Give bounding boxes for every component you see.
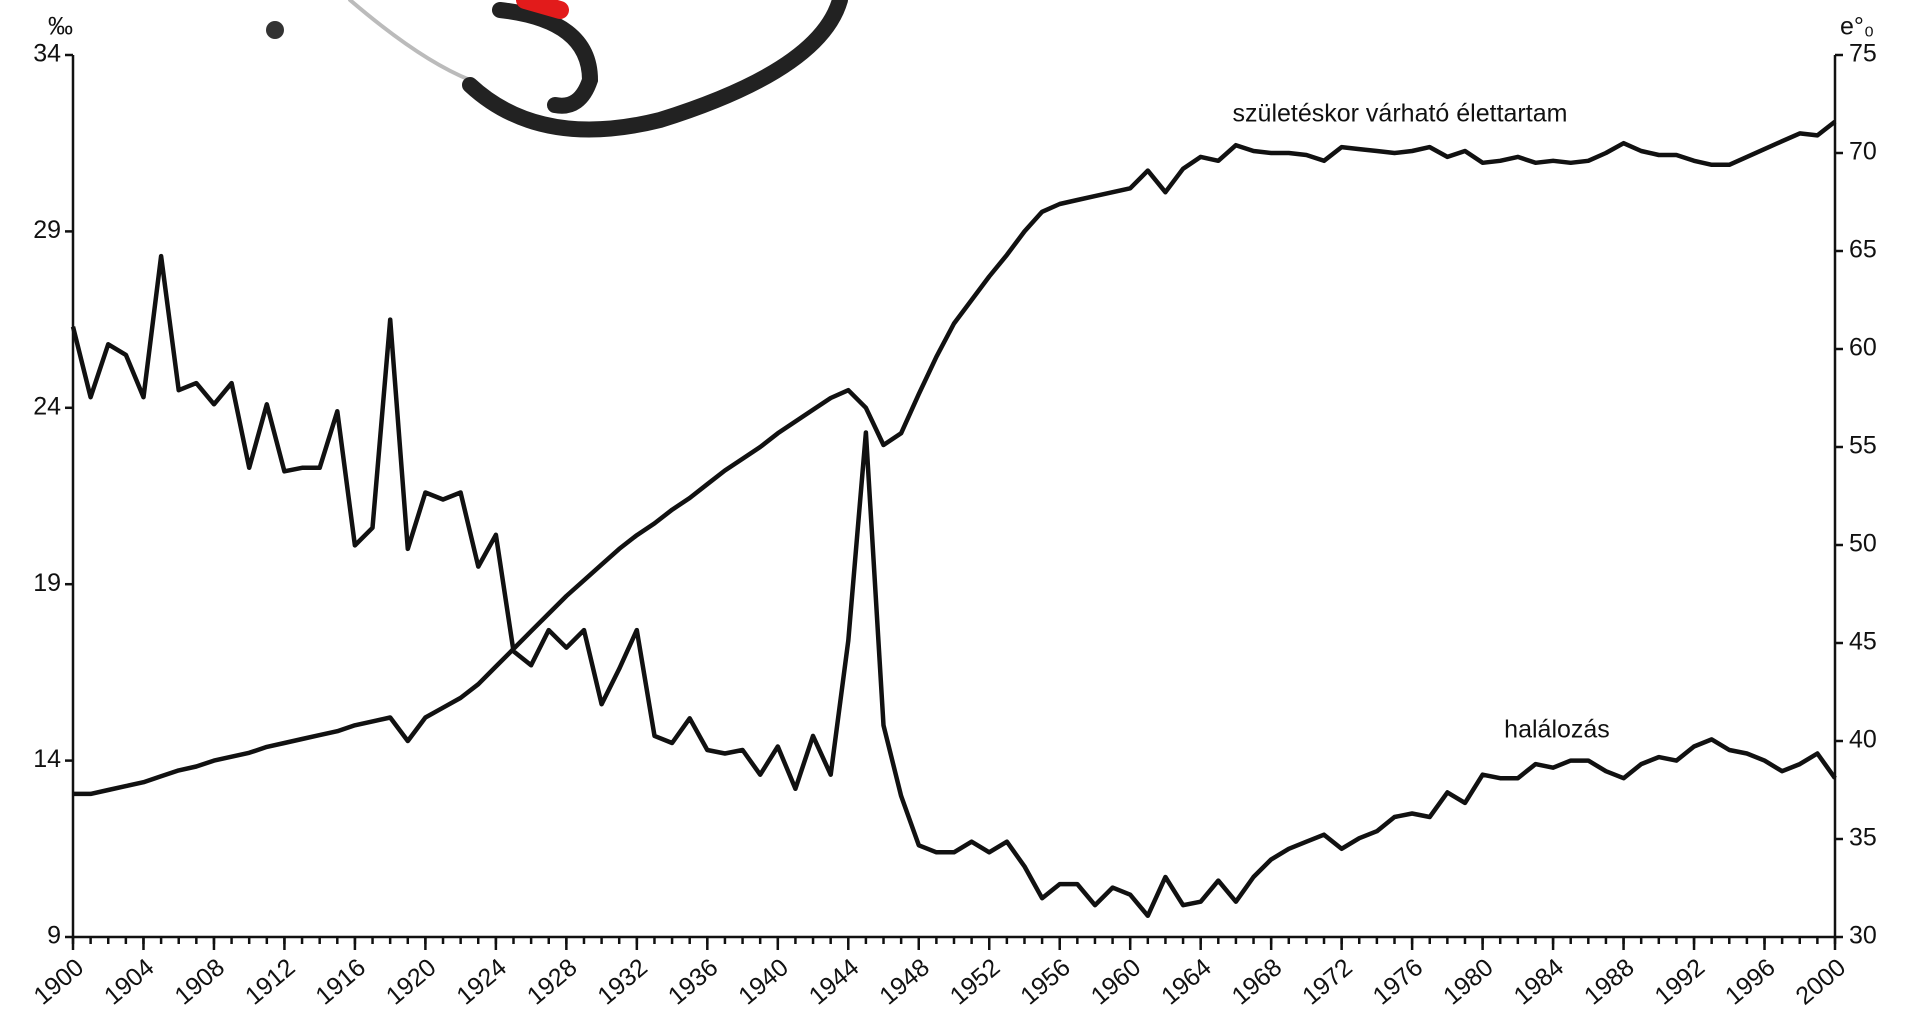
- x-tick-label: 2000: [1790, 953, 1851, 1010]
- y2-tick-label: 60: [1849, 334, 1877, 362]
- tube-red: [516, 0, 569, 19]
- y-tick-label: 9: [47, 922, 61, 950]
- tube: [492, 2, 599, 114]
- tube: [462, 0, 848, 138]
- tube: [348, 0, 472, 82]
- x-tick-label: 1936: [663, 953, 724, 1010]
- x-tick-label: 1908: [169, 953, 230, 1010]
- x-tick-label: 1940: [733, 953, 794, 1010]
- series-line: [70, 253, 1837, 919]
- y2-tick-label: 55: [1849, 432, 1877, 460]
- x-tick-label: 1964: [1156, 953, 1217, 1010]
- x-tick-label: 1976: [1368, 953, 1429, 1010]
- series-line: [73, 119, 1837, 797]
- x-tick-label: 1916: [310, 953, 371, 1010]
- x-tick-label: 1904: [99, 953, 160, 1010]
- y2-tick-label: 45: [1849, 628, 1877, 656]
- x-tick-label: 1900: [28, 953, 89, 1010]
- y2-tick-label: 50: [1849, 530, 1877, 558]
- y2-tick-label: 65: [1849, 236, 1877, 264]
- y2-tick-label: 40: [1849, 726, 1877, 754]
- x-tick-label: 1984: [1509, 953, 1570, 1010]
- y2-tick-label: 35: [1849, 824, 1877, 852]
- x-tick-label: 1980: [1438, 953, 1499, 1010]
- x-tick-label: 1944: [804, 953, 865, 1010]
- x-tick-label: 1948: [874, 953, 935, 1010]
- y2-tick-label: 75: [1849, 40, 1877, 68]
- y2-tick-label: 70: [1849, 138, 1877, 166]
- x-tick-label: 1952: [945, 953, 1006, 1010]
- x-tick-label: 1932: [592, 953, 653, 1010]
- x-tick-label: 1968: [1227, 953, 1288, 1010]
- x-tick-label: 1928: [522, 953, 583, 1010]
- annotation: születéskor várható élettartam: [1233, 100, 1568, 128]
- x-tick-label: 1972: [1297, 953, 1358, 1010]
- y-tick-label: 29: [33, 216, 61, 244]
- y-axis-label: ‰: [48, 13, 73, 41]
- stethoscope-decoration: [266, 0, 848, 138]
- y-tick-label: 14: [33, 745, 61, 773]
- x-tick-label: 1912: [240, 953, 301, 1010]
- earpiece: [266, 21, 284, 39]
- y2-axis-label: e°₀: [1840, 13, 1874, 41]
- x-tick-label: 1996: [1720, 953, 1781, 1010]
- x-tick-label: 1960: [1086, 953, 1147, 1010]
- x-tick-label: 1920: [381, 953, 442, 1010]
- y2-tick-label: 30: [1849, 922, 1877, 950]
- x-tick-label: 1992: [1650, 953, 1711, 1010]
- x-tick-label: 1956: [1015, 953, 1076, 1010]
- annotation: halálozás: [1504, 716, 1610, 744]
- x-tick-label: 1924: [451, 953, 512, 1010]
- y-tick-label: 34: [33, 40, 61, 68]
- y-tick-label: 24: [33, 392, 61, 420]
- y-tick-label: 19: [33, 569, 61, 597]
- x-tick-label: 1988: [1579, 953, 1640, 1010]
